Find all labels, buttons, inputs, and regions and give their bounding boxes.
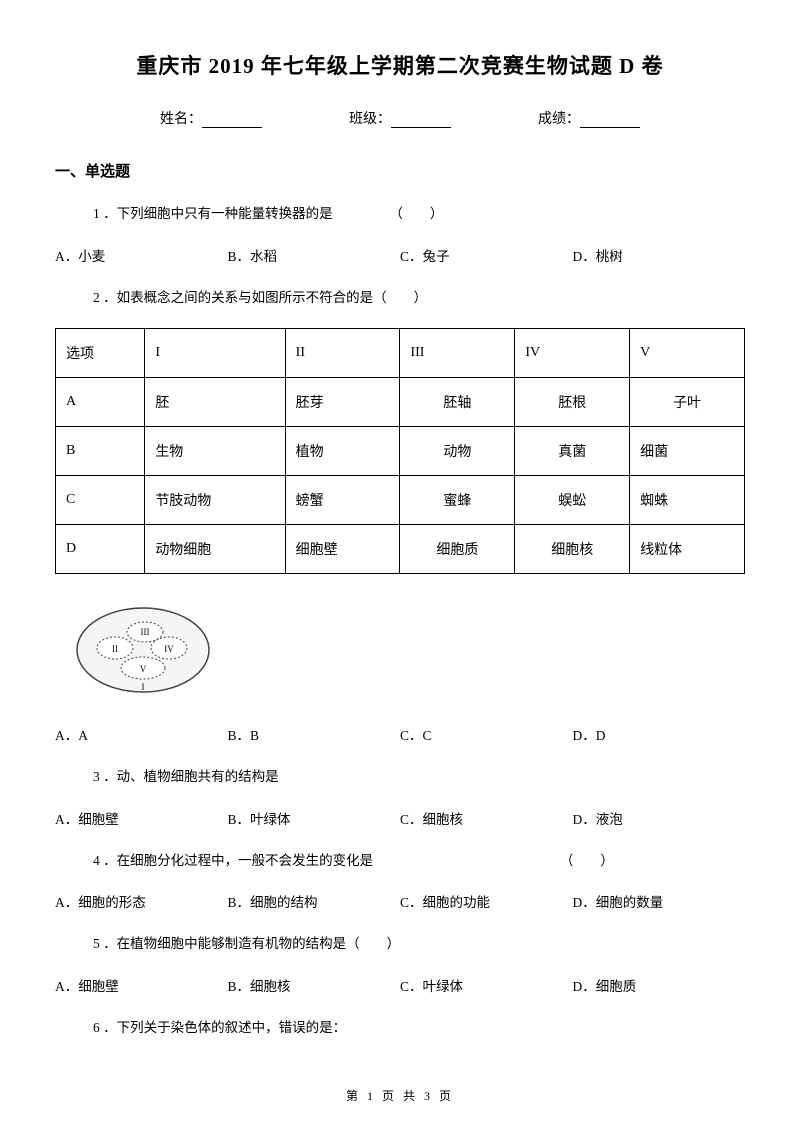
page-title: 重庆市 2019 年七年级上学期第二次竞赛生物试题 D 卷 bbox=[55, 50, 745, 80]
td: 细胞核 bbox=[515, 525, 630, 574]
page-footer: 第 1 页 共 3 页 bbox=[0, 1087, 800, 1104]
td: 蜈蚣 bbox=[515, 476, 630, 525]
name-label: 姓名： bbox=[160, 112, 202, 127]
th-5: V bbox=[630, 329, 745, 378]
table-row: B 生物 植物 动物 真菌 细菌 bbox=[56, 427, 745, 476]
td: 线粒体 bbox=[630, 525, 745, 574]
td: 蜘蛛 bbox=[630, 476, 745, 525]
th-0: 选项 bbox=[56, 329, 145, 378]
q4-opt-a: A．细胞的形态 bbox=[55, 891, 228, 911]
question-2-options: A．A B．B C．C D．D bbox=[55, 724, 745, 744]
q2-opt-c: C．C bbox=[400, 724, 573, 744]
venn-diagram: II III IV V I bbox=[73, 604, 745, 696]
info-line: 姓名： 班级： 成绩： bbox=[55, 108, 745, 128]
question-2: 2 ．如表概念之间的关系与如图所示不符合的是（ ） bbox=[55, 287, 745, 309]
td: 蜜蜂 bbox=[400, 476, 515, 525]
q3-opt-a: A．细胞壁 bbox=[55, 808, 228, 828]
question-2-table: 选项 I II III IV V A 胚 胚芽 胚轴 胚根 子叶 B 生物 植物… bbox=[55, 328, 745, 574]
q1-opt-d: D．桃树 bbox=[573, 245, 746, 265]
class-label: 班级： bbox=[349, 112, 391, 127]
score-blank bbox=[580, 114, 640, 128]
th-4: IV bbox=[515, 329, 630, 378]
question-1-options: A．小麦 B．水稻 C．兔子 D．桃树 bbox=[55, 245, 745, 265]
td: D bbox=[56, 525, 145, 574]
q2-opt-d: D．D bbox=[573, 724, 746, 744]
table-row: A 胚 胚芽 胚轴 胚根 子叶 bbox=[56, 378, 745, 427]
td: 胚根 bbox=[515, 378, 630, 427]
question-4-options: A．细胞的形态 B．细胞的结构 C．细胞的功能 D．细胞的数量 bbox=[55, 891, 745, 911]
score-label: 成绩： bbox=[538, 112, 580, 127]
td: 植物 bbox=[285, 427, 400, 476]
question-4-text: 4 ．在细胞分化过程中，一般不会发生的变化是 bbox=[93, 853, 373, 868]
question-4-paren: （ ） bbox=[560, 853, 614, 868]
question-1-paren: （ ） bbox=[389, 206, 443, 221]
q2-opt-a: A．A bbox=[55, 724, 228, 744]
td: 节肢动物 bbox=[145, 476, 285, 525]
question-4: 4 ．在细胞分化过程中，一般不会发生的变化是 （ ） bbox=[55, 850, 745, 872]
td: 子叶 bbox=[630, 378, 745, 427]
class-blank bbox=[391, 114, 451, 128]
td: C bbox=[56, 476, 145, 525]
q5-opt-a: A．细胞壁 bbox=[55, 975, 228, 995]
name-blank bbox=[202, 114, 262, 128]
q4-opt-c: C．细胞的功能 bbox=[400, 891, 573, 911]
td: 细胞壁 bbox=[285, 525, 400, 574]
td: 胚轴 bbox=[400, 378, 515, 427]
svg-text:III: III bbox=[141, 627, 150, 637]
q3-opt-d: D．液泡 bbox=[573, 808, 746, 828]
th-1: I bbox=[145, 329, 285, 378]
svg-text:IV: IV bbox=[164, 644, 174, 654]
th-2: II bbox=[285, 329, 400, 378]
td: 胚芽 bbox=[285, 378, 400, 427]
td: 细胞质 bbox=[400, 525, 515, 574]
q1-opt-b: B．水稻 bbox=[228, 245, 401, 265]
q1-opt-a: A．小麦 bbox=[55, 245, 228, 265]
table-header-row: 选项 I II III IV V bbox=[56, 329, 745, 378]
td: 动物 bbox=[400, 427, 515, 476]
td: 生物 bbox=[145, 427, 285, 476]
td: A bbox=[56, 378, 145, 427]
question-3: 3 ．动、植物细胞共有的结构是 bbox=[55, 766, 745, 788]
td: 动物细胞 bbox=[145, 525, 285, 574]
question-1-text: 1 ．下列细胞中只有一种能量转换器的是 bbox=[93, 206, 333, 221]
table-row: D 动物细胞 细胞壁 细胞质 细胞核 线粒体 bbox=[56, 525, 745, 574]
q5-opt-d: D．细胞质 bbox=[573, 975, 746, 995]
q4-opt-d: D．细胞的数量 bbox=[573, 891, 746, 911]
svg-text:V: V bbox=[140, 664, 147, 674]
svg-text:II: II bbox=[112, 644, 118, 654]
q4-opt-b: B．细胞的结构 bbox=[228, 891, 401, 911]
q1-opt-c: C．兔子 bbox=[400, 245, 573, 265]
q5-opt-b: B．细胞核 bbox=[228, 975, 401, 995]
table-row: C 节肢动物 螃蟹 蜜蜂 蜈蚣 蜘蛛 bbox=[56, 476, 745, 525]
q5-opt-c: C．叶绿体 bbox=[400, 975, 573, 995]
q2-opt-b: B．B bbox=[228, 724, 401, 744]
td: 真菌 bbox=[515, 427, 630, 476]
th-3: III bbox=[400, 329, 515, 378]
question-3-options: A．细胞壁 B．叶绿体 C．细胞核 D．液泡 bbox=[55, 808, 745, 828]
td: 螃蟹 bbox=[285, 476, 400, 525]
question-5-options: A．细胞壁 B．细胞核 C．叶绿体 D．细胞质 bbox=[55, 975, 745, 995]
td: B bbox=[56, 427, 145, 476]
question-5: 5 ．在植物细胞中能够制造有机物的结构是（ ） bbox=[55, 933, 745, 955]
q3-opt-c: C．细胞核 bbox=[400, 808, 573, 828]
q3-opt-b: B．叶绿体 bbox=[228, 808, 401, 828]
td: 胚 bbox=[145, 378, 285, 427]
question-6: 6 ．下列关于染色体的叙述中，错误的是： bbox=[55, 1017, 745, 1039]
section-header: 一、单选题 bbox=[55, 160, 745, 181]
td: 细菌 bbox=[630, 427, 745, 476]
question-1: 1 ．下列细胞中只有一种能量转换器的是 （ ） bbox=[55, 203, 745, 225]
svg-text:I: I bbox=[142, 682, 145, 692]
